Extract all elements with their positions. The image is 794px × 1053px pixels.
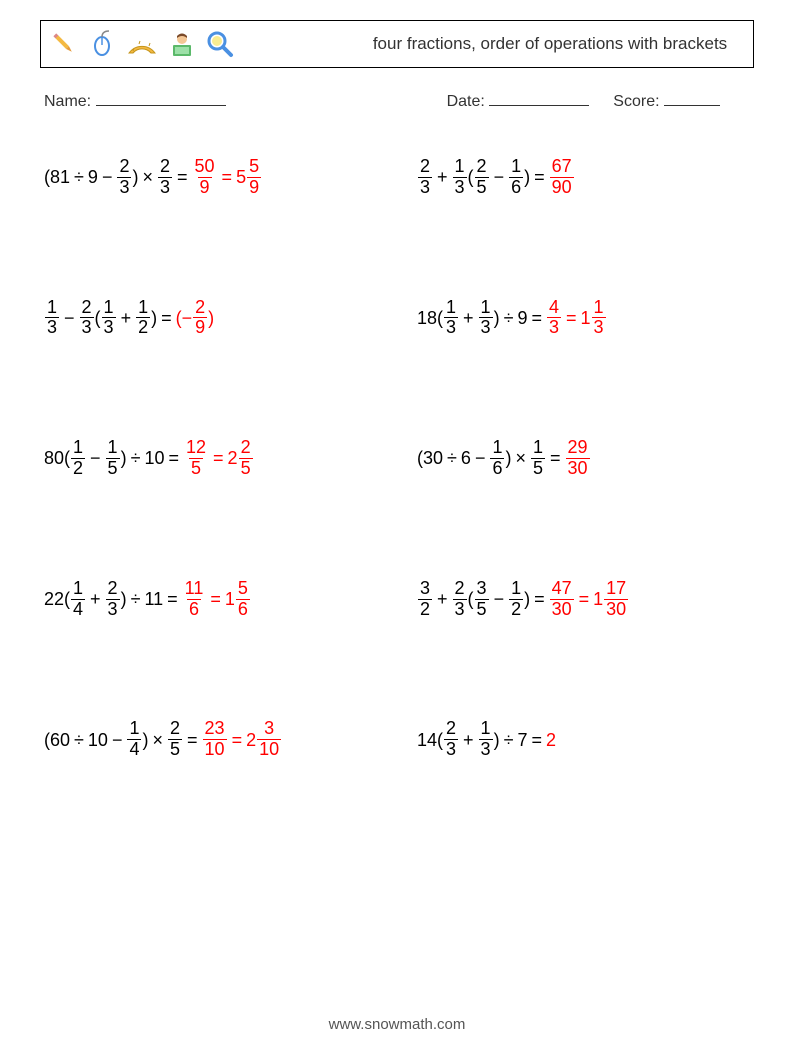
problem-expression: 13−23(13+12) (44, 298, 157, 339)
problem-expression: (30÷6−16)×15 (417, 438, 546, 479)
equals-sign: = (534, 168, 545, 186)
date-blank[interactable] (489, 92, 589, 106)
student-icon (167, 29, 197, 59)
problem-expression: 14(23+13)÷7 (417, 719, 527, 760)
score-label: Score: (613, 93, 659, 110)
problem-expression: 23+13(25−16) (417, 157, 530, 198)
equals-sign: = (187, 731, 198, 749)
equals-sign: = (177, 168, 188, 186)
footer-link[interactable]: www.snowmath.com (0, 1016, 794, 1033)
problem-expression: (81÷9−23)×23 (44, 157, 173, 198)
problem-6: (30÷6−16)×15=2930 (417, 438, 750, 479)
equals-sign: = (531, 731, 542, 749)
problem-4: 18(13+13)÷9=43=113 (417, 298, 750, 339)
score-field: Score: (613, 92, 720, 111)
problem-answer: 2 (546, 731, 556, 749)
problem-expression: 18(13+13)÷9 (417, 298, 527, 339)
header-icons (49, 29, 235, 59)
name-label: Name: (44, 93, 91, 110)
problem-1: (81÷9−23)×23=509=559 (44, 157, 377, 198)
magnifier-icon (205, 29, 235, 59)
name-blank[interactable] (96, 92, 226, 106)
problem-2: 23+13(25−16)=6790 (417, 157, 750, 198)
problem-8: 32+23(35−12)=4730=11730 (417, 579, 750, 620)
problem-10: 14(23+13)÷7=2 (417, 719, 750, 760)
equals-sign: = (531, 309, 542, 327)
problem-answer: 43=113 (546, 298, 607, 339)
problem-answer: (−29) (176, 298, 215, 339)
problem-answer: 6790 (549, 157, 575, 198)
pencil-icon (49, 29, 79, 59)
problem-answer: 4730=11730 (549, 579, 630, 620)
problem-answer: 2930 (565, 438, 591, 479)
date-label: Date: (447, 93, 485, 110)
problem-expression: (60÷10−14)×25 (44, 719, 183, 760)
problem-expression: 22(14+23)÷11 (44, 579, 163, 620)
header-box: four fractions, order of operations with… (40, 20, 754, 68)
mouse-icon (87, 29, 117, 59)
problem-expression: 80(12−15)÷10 (44, 438, 164, 479)
equals-sign: = (168, 449, 179, 467)
problem-answer: 116=156 (182, 579, 251, 620)
worksheet-title: four fractions, order of operations with… (235, 33, 745, 54)
problem-answer: 125=225 (183, 438, 254, 479)
equals-sign: = (534, 590, 545, 608)
info-row: Name: Date: Score: (40, 92, 754, 111)
problem-9: (60÷10−14)×25=2310=2310 (44, 719, 377, 760)
equals-sign: = (161, 309, 172, 327)
score-blank[interactable] (664, 92, 720, 106)
problems-grid: (81÷9−23)×23=509=55923+13(25−16)=679013−… (40, 141, 754, 760)
problem-3: 13−23(13+12)=(−29) (44, 298, 377, 339)
ruler-icon (125, 29, 159, 59)
equals-sign: = (550, 449, 561, 467)
date-field: Date: (447, 92, 590, 111)
problem-5: 80(12−15)÷10=125=225 (44, 438, 377, 479)
problem-7: 22(14+23)÷11=116=156 (44, 579, 377, 620)
problem-expression: 32+23(35−12) (417, 579, 530, 620)
problem-answer: 509=559 (192, 157, 263, 198)
equals-sign: = (167, 590, 178, 608)
problem-answer: 2310=2310 (202, 719, 283, 760)
name-field: Name: (44, 92, 447, 111)
worksheet-page: four fractions, order of operations with… (0, 0, 794, 1053)
